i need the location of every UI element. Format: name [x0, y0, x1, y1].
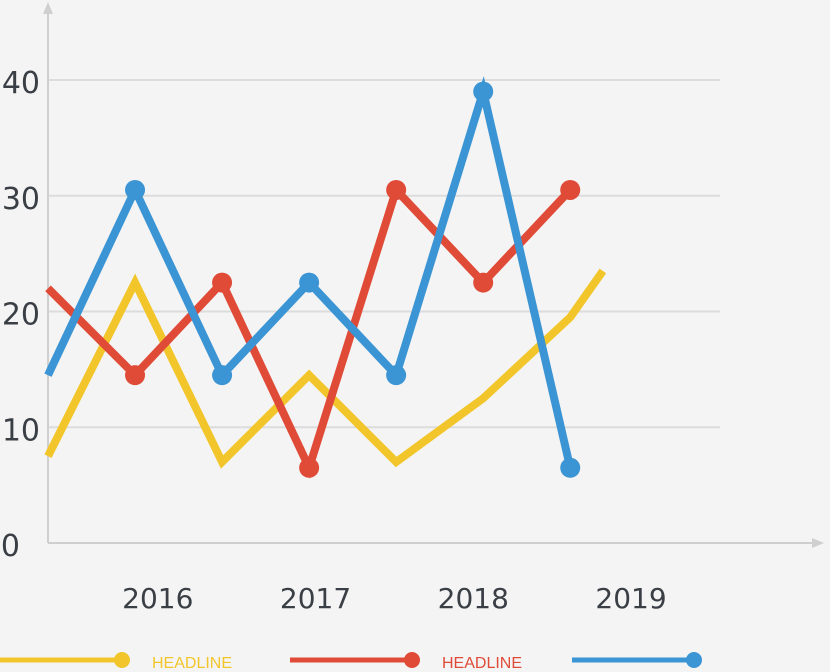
series-line [45, 182, 574, 479]
legend-label: HEADLINE [152, 655, 232, 672]
x-axis-arrow [812, 538, 824, 548]
x-tick-label: 2018 [438, 582, 509, 615]
data-point [386, 365, 407, 386]
gridlines [48, 79, 720, 429]
x-tick-label: 2016 [122, 582, 193, 615]
y-tick-label: 30 [2, 182, 40, 217]
data-point [125, 179, 146, 200]
series-2 [45, 179, 581, 479]
data-point [473, 272, 494, 293]
legend-item: HEADLINE [290, 652, 522, 672]
legend-item [572, 652, 702, 668]
series-1 [44, 268, 607, 469]
legend: HEADLINE HEADLINE [0, 652, 702, 672]
legend-marker [114, 652, 130, 668]
legend-label: HEADLINE [442, 655, 522, 672]
y-tick-label: 0 [1, 529, 20, 564]
y-tick-label: 40 [2, 66, 40, 101]
series-3 [44, 76, 581, 478]
data-point [473, 81, 494, 102]
data-point [125, 365, 146, 386]
y-tick-label: 10 [2, 413, 40, 448]
y-axis-arrow [43, 2, 53, 14]
data-point [386, 179, 407, 200]
x-tick-label: 2017 [280, 582, 351, 615]
data-point [560, 179, 581, 200]
series-line [44, 268, 607, 469]
data-point [212, 272, 233, 293]
data-point [299, 457, 320, 478]
legend-marker [404, 652, 420, 668]
series-lines [44, 76, 607, 479]
axes [43, 2, 824, 548]
x-tick-label: 2019 [595, 582, 666, 615]
y-tick-label: 20 [2, 298, 40, 333]
data-point [212, 365, 233, 386]
data-point [299, 272, 320, 293]
y-tick-labels: 0 10 20 30 40 [1, 66, 40, 564]
x-tick-labels: 2016 2017 2018 2019 [122, 582, 667, 615]
legend-marker [686, 652, 702, 668]
data-point [560, 457, 581, 478]
legend-item: HEADLINE [0, 652, 232, 672]
